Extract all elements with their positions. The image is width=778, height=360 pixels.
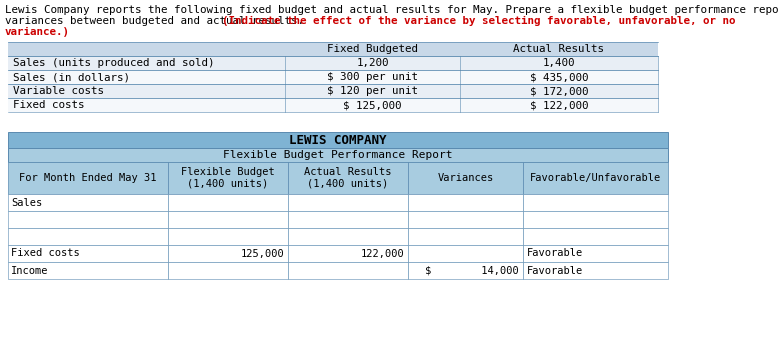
Text: Actual Results: Actual Results [513,44,605,54]
Bar [288,211,408,228]
Text: variance.): variance.) [5,27,70,37]
Text: $ 172,000: $ 172,000 [530,86,588,96]
Text: Fixed Budgeted: Fixed Budgeted [327,44,418,54]
Text: Fixed costs: Fixed costs [13,100,85,110]
Text: 125,000: 125,000 [240,248,284,258]
Text: variances between budgeted and actual results.: variances between budgeted and actual re… [5,16,310,26]
Text: Lewis Company reports the following fixed budget and actual results for May. Pre: Lewis Company reports the following fixe… [5,5,778,15]
Text: Income: Income [11,266,48,275]
Bar [523,262,668,279]
Bar [408,211,523,228]
Bar [8,211,168,228]
Text: Actual Results
(1,400 units): Actual Results (1,400 units) [304,167,392,189]
Text: $ 122,000: $ 122,000 [530,100,588,110]
Bar [8,228,168,245]
Bar [168,228,288,245]
Text: 1,200: 1,200 [356,58,389,68]
Text: Favorable/Unfavorable: Favorable/Unfavorable [530,173,661,183]
Bar [8,148,668,162]
Bar [408,245,523,262]
Bar [8,70,658,84]
Text: $ 435,000: $ 435,000 [530,72,588,82]
Text: LEWIS COMPANY: LEWIS COMPANY [289,134,387,147]
Text: $ 120 per unit: $ 120 per unit [327,86,418,96]
Bar [8,162,168,194]
Text: Flexible Budget Performance Report: Flexible Budget Performance Report [223,150,453,160]
Bar [408,262,523,279]
Bar [408,194,523,211]
Text: $ 300 per unit: $ 300 per unit [327,72,418,82]
Bar [523,162,668,194]
Text: Favorable: Favorable [527,266,584,275]
Bar [288,262,408,279]
Bar [8,56,658,70]
Bar [408,162,523,194]
Bar [408,228,523,245]
Text: Favorable: Favorable [527,248,584,258]
Bar [288,245,408,262]
Bar [8,245,168,262]
Bar [288,228,408,245]
Text: For Month Ended May 31: For Month Ended May 31 [19,173,156,183]
Bar [523,228,668,245]
Text: Variances: Variances [437,173,493,183]
Bar [8,84,658,98]
Bar [288,194,408,211]
Text: (Indicate the effect of the variance by selecting favorable, unfavorable, or no: (Indicate the effect of the variance by … [223,16,736,26]
Text: 1,400: 1,400 [543,58,575,68]
Bar [8,132,668,148]
Bar [8,42,658,56]
Bar [168,245,288,262]
Bar [288,162,408,194]
Text: Sales (in dollars): Sales (in dollars) [13,72,130,82]
Text: 122,000: 122,000 [360,248,404,258]
Bar [168,194,288,211]
Bar [168,162,288,194]
Bar [523,245,668,262]
Text: $        14,000: $ 14,000 [426,266,519,275]
Text: Fixed costs: Fixed costs [11,248,80,258]
Bar [8,262,168,279]
Text: $ 125,000: $ 125,000 [343,100,401,110]
Text: Flexible Budget
(1,400 units): Flexible Budget (1,400 units) [181,167,275,189]
Bar [523,194,668,211]
Bar [8,194,168,211]
Bar [8,98,658,112]
Text: Sales: Sales [11,198,42,207]
Text: Sales (units produced and sold): Sales (units produced and sold) [13,58,215,68]
Text: Variable costs: Variable costs [13,86,104,96]
Bar [523,211,668,228]
Bar [168,262,288,279]
Bar [168,211,288,228]
